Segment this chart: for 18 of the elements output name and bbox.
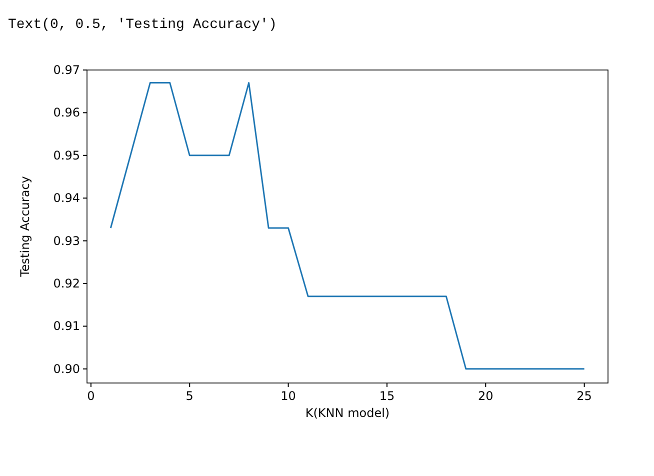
text: Text(0, 0.5, 'Testing Accuracy') <box>8 17 277 33</box>
y-tick-label: 0.96 <box>53 106 80 120</box>
y-tick-label: 0.94 <box>53 191 80 206</box>
y-tick-label: 0.91 <box>53 319 80 334</box>
x-tick-label: 15 <box>379 389 395 403</box>
x-tick-label: 5 <box>186 389 194 403</box>
x-tick-label: 0 <box>87 389 95 403</box>
x-tick-label: 10 <box>280 389 296 403</box>
y-tick-label: 0.93 <box>53 234 80 248</box>
y-tick-label: 0.90 <box>53 362 80 376</box>
line-series <box>110 82 586 370</box>
y-tick-label: 0.97 <box>53 63 80 77</box>
y-tick-label: 0.95 <box>53 148 80 162</box>
x-tick-label: 25 <box>576 389 592 403</box>
x-axis-title: K(KNN model) <box>305 406 390 420</box>
x-tick-label: 20 <box>478 389 494 403</box>
y-axis-title: Testing Accuracy <box>18 176 32 278</box>
y-tick-label: 0.92 <box>53 276 80 291</box>
